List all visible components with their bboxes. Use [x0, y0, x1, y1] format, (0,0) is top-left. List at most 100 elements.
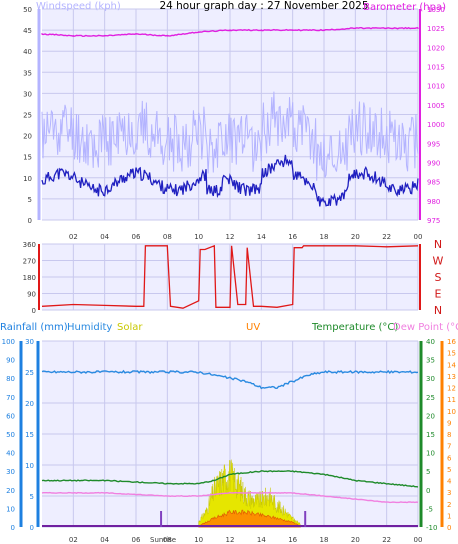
x-tick-label: 08 [163, 233, 172, 241]
humidity-tick-label: 40 [6, 450, 15, 458]
dewpoint-line [41, 491, 419, 504]
humidity-tick-label: 80 [6, 375, 15, 383]
compass-label: N [434, 238, 442, 251]
uv-tick-label: 3 [447, 489, 451, 497]
x-tick-label: 06 [132, 233, 141, 241]
uv-tick-label: 8 [447, 431, 451, 439]
right-tick-label: 1030 [427, 6, 445, 14]
humidity-tick-label: 60 [6, 412, 15, 420]
humidity-line [41, 369, 419, 390]
rainfall-tick-label: 20 [25, 400, 34, 408]
temperature-line [41, 470, 419, 488]
x-tick-label: 22 [382, 233, 391, 241]
x-tick-label: 22 [382, 536, 391, 544]
right-tick-label: 1005 [427, 102, 445, 110]
uv-tick-label: 9 [447, 419, 451, 427]
barometer-point [166, 35, 169, 37]
uv-tick-label: 7 [447, 443, 451, 451]
x-tick-label: 16 [288, 536, 297, 544]
compass-label: E [435, 288, 442, 301]
wind-gust-line [41, 91, 419, 181]
uv-tick-label: 6 [447, 454, 452, 462]
x-tick-label: 20 [351, 233, 360, 241]
temperature-label: Temperature (°C) [311, 322, 398, 333]
x-tick-label: 14 [257, 233, 266, 241]
uv-tick-label: 14 [447, 361, 456, 369]
temperature-tick-label: 10 [426, 450, 435, 458]
direction-tick-label: 360 [23, 241, 36, 249]
humidity-tick-label: 20 [6, 487, 15, 495]
uv-tick-label: 13 [447, 373, 456, 381]
left-tick-label: 25 [23, 112, 32, 120]
left-tick-label: 0 [28, 217, 32, 225]
right-tick-label: 995 [427, 140, 440, 148]
uv-label: UV [246, 322, 260, 333]
barometer-point [229, 29, 231, 31]
x-tick-label: 18 [320, 233, 329, 241]
solar-label: Solar [117, 322, 143, 333]
windspeed-label: Windspeed (kph) [36, 1, 121, 12]
left-tick-label: 35 [23, 69, 32, 77]
humidity-label: Humidity [67, 322, 112, 333]
right-tick-label: 980 [427, 198, 440, 206]
temperature-tick-label: 0 [426, 487, 430, 495]
uv-tick-label: 11 [447, 396, 456, 404]
barometer-label: Barometer (hpa) [363, 2, 446, 13]
x-tick-label: 12 [226, 233, 235, 241]
dewpoint-label: Dew Point (°C) [393, 322, 458, 333]
left-tick-label: 30 [23, 90, 32, 98]
x-tick-label: 06 [132, 536, 141, 544]
uv-tick-label: 12 [447, 385, 456, 393]
x-tick-label: 08 [163, 536, 172, 544]
temperature-humidity-panel: 0102030405060708090100051015202530-10-50… [2, 338, 457, 544]
x-tick-label: 04 [100, 233, 109, 241]
barometer-point [72, 35, 75, 37]
barometer-point [103, 35, 106, 37]
humidity-tick-label: 30 [6, 468, 15, 476]
right-tick-label: 1010 [427, 83, 445, 91]
left-tick-label: 50 [23, 6, 32, 14]
left-tick-label: 45 [23, 27, 32, 35]
barometer-point [323, 29, 325, 31]
right-tick-label: 990 [427, 159, 440, 167]
left-tick-label: 40 [23, 48, 32, 56]
wind-direction-line [41, 244, 419, 309]
barometer-point [41, 33, 43, 35]
x-tick-label: 00 [414, 536, 423, 544]
uv-tick-label: 1 [447, 512, 451, 520]
uv-area [198, 509, 301, 528]
direction-tick-label: 180 [23, 274, 36, 282]
right-tick-label: 1000 [427, 121, 445, 129]
x-tick-label: 04 [100, 536, 109, 544]
sunrise-label: Sunrise [150, 536, 176, 544]
x-tick-label: 00 [414, 233, 423, 241]
temperature-tick-label: 30 [426, 375, 435, 383]
uv-tick-label: 10 [447, 408, 456, 416]
x-tick-label: 02 [69, 233, 78, 241]
right-tick-label: 1020 [427, 44, 445, 52]
rainfall-tick-label: 10 [25, 462, 34, 470]
uv-tick-label: 2 [447, 501, 451, 509]
uv-tick-label: 5 [447, 466, 451, 474]
x-tick-label: 20 [351, 536, 360, 544]
barometer-point [417, 27, 419, 29]
direction-tick-label: 90 [27, 291, 36, 299]
uv-tick-label: 0 [447, 524, 451, 532]
rainfall-label: Rainfall (mm) [0, 322, 68, 333]
temperature-tick-label: 25 [426, 394, 435, 402]
barometer-point [260, 29, 263, 31]
uv-tick-label: 4 [447, 478, 452, 486]
left-tick-label: 20 [23, 133, 32, 141]
x-tick-label: 02 [69, 536, 78, 544]
left-tick-label: 15 [23, 154, 32, 162]
temperature-tick-label: 15 [426, 431, 435, 439]
temperature-tick-label: 40 [426, 338, 435, 346]
uv-tick-label: 16 [447, 338, 456, 346]
compass-label: N [434, 304, 442, 317]
barometer-point [385, 27, 388, 29]
temperature-tick-label: -5 [426, 505, 433, 513]
temperature-tick-label: 35 [426, 357, 435, 365]
humidity-tick-label: 0 [11, 524, 15, 532]
